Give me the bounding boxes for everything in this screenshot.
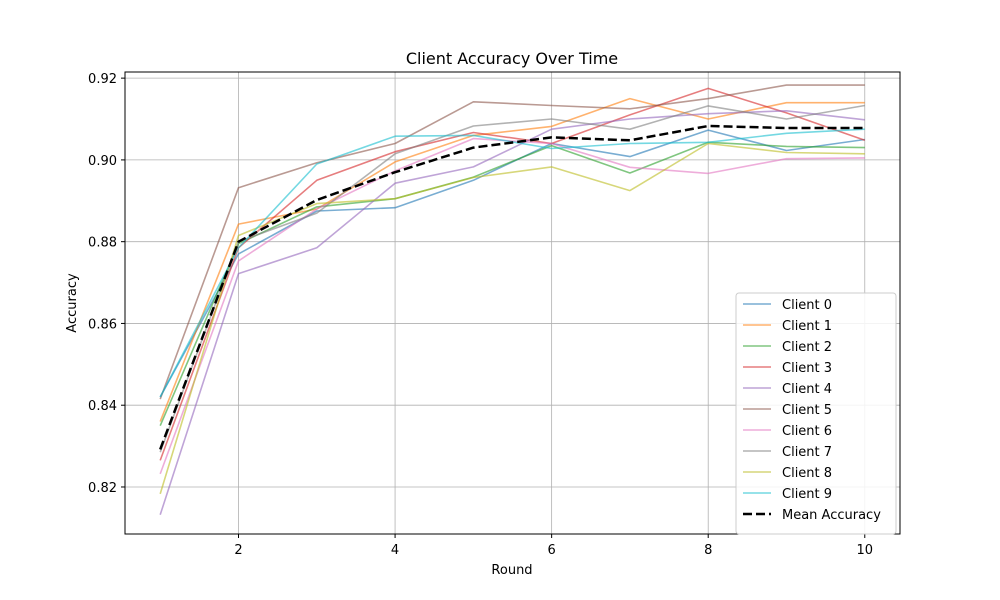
legend-label: Mean Accuracy — [782, 508, 881, 523]
series-line-client-6 — [159, 137, 865, 475]
x-axis-label: Round — [491, 563, 532, 578]
series-line-client-5 — [159, 84, 865, 400]
legend-label: Client 1 — [782, 319, 832, 334]
legend-label: Client 4 — [782, 382, 832, 397]
legend-label: Client 3 — [782, 361, 832, 376]
legend-label: Client 9 — [782, 487, 832, 502]
legend-label: Client 5 — [782, 403, 832, 418]
legend-label: Client 0 — [782, 298, 832, 313]
y-tick-label: 0.92 — [88, 72, 117, 87]
x-tick-label: 4 — [391, 543, 399, 558]
y-tick-label: 0.88 — [88, 236, 117, 251]
legend-label: Client 7 — [782, 445, 832, 460]
legend-label: Client 6 — [782, 424, 832, 439]
legend-label: Client 2 — [782, 340, 832, 355]
y-tick-label: 0.84 — [88, 399, 117, 414]
y-tick-label: 0.82 — [88, 481, 117, 496]
series-layer — [159, 84, 866, 516]
ticks: 2 4 6 8 10 0.82 0.84 0.86 0.88 0.90 0.92 — [88, 72, 873, 558]
legend: Client 0 Client 1 Client 2 Client 3 Client 4… — [735, 292, 897, 535]
legend-box — [735, 292, 897, 535]
series-line-client-2 — [159, 141, 865, 427]
legend-label: Client 8 — [782, 466, 832, 481]
y-tick-label: 0.86 — [88, 317, 117, 332]
series-line-client-1 — [159, 97, 865, 422]
chart-title: Client Accuracy Over Time — [406, 49, 618, 68]
x-tick-label: 2 — [234, 543, 242, 558]
plot-frame — [124, 71, 901, 535]
y-axis-label: Accuracy — [65, 273, 80, 333]
x-tick-label: 6 — [548, 543, 556, 558]
series-line-mean-accuracy — [159, 124, 865, 450]
x-tick-label: 10 — [856, 543, 873, 558]
series-line-client-7 — [159, 104, 865, 453]
series-line-client-3 — [159, 87, 866, 461]
x-tick-label: 8 — [704, 543, 712, 558]
y-tick-label: 0.90 — [88, 154, 117, 169]
